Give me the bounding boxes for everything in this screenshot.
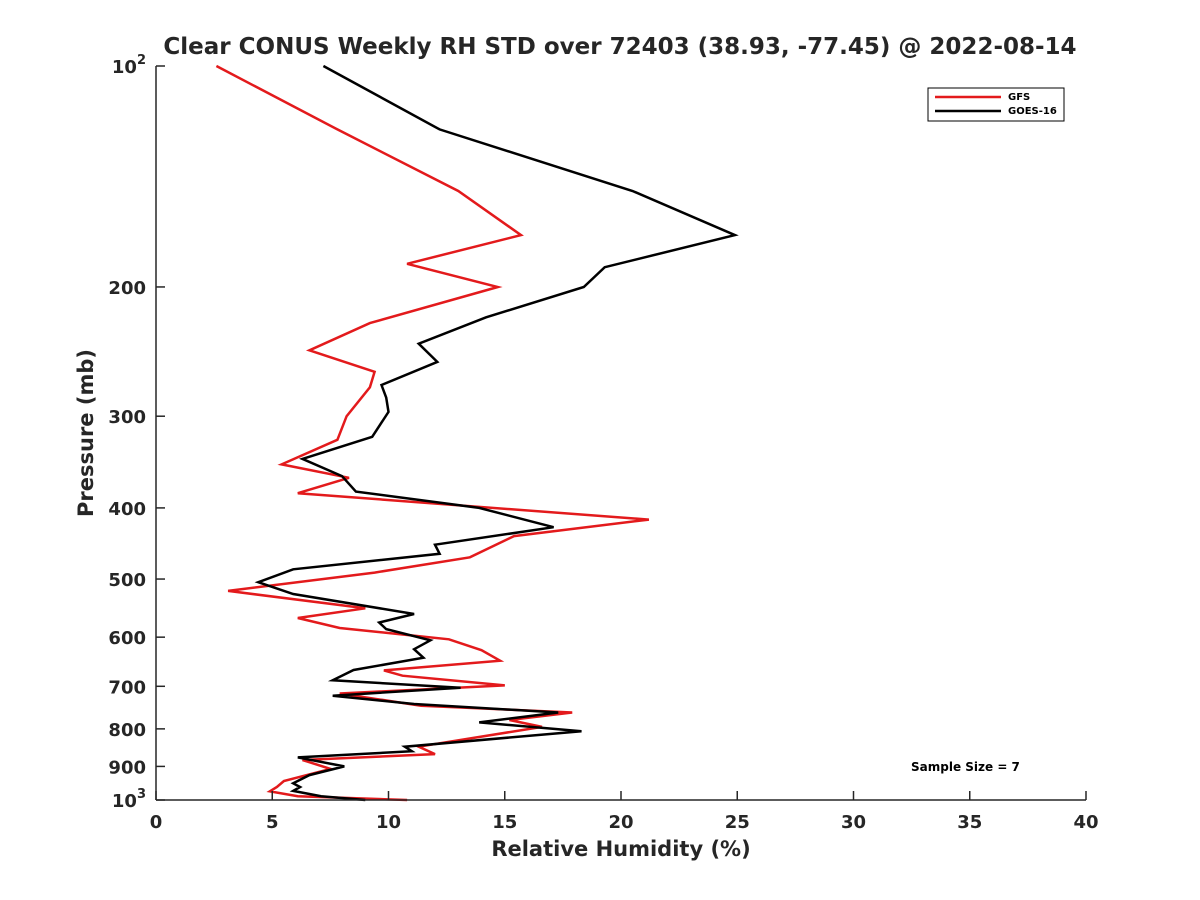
x-tick-label: 0 bbox=[150, 812, 163, 833]
sample-size-annotation: Sample Size = 7 bbox=[911, 760, 1020, 774]
series-line-gfs bbox=[215, 64, 650, 802]
legend-box bbox=[927, 87, 1065, 122]
x-tick-label: 25 bbox=[725, 812, 750, 833]
y-tick-label: 200 bbox=[108, 278, 146, 299]
x-tick-label: 20 bbox=[608, 812, 633, 833]
y-tick-label: 700 bbox=[108, 677, 146, 698]
y-tick-label: 103 bbox=[112, 787, 146, 812]
x-ticks: 0 5 10 15 20 25 30 35 40 bbox=[150, 791, 1099, 833]
y-tick-label: 102 bbox=[112, 53, 146, 78]
legend: GFS GOES-16 bbox=[927, 87, 1065, 122]
chart-title: Clear CONUS Weekly RH STD over 72403 (38… bbox=[163, 34, 1076, 60]
y-tick-label: 500 bbox=[108, 570, 146, 591]
x-tick-label: 30 bbox=[841, 812, 866, 833]
y-axis-label: Pressure (mb) bbox=[74, 349, 98, 517]
y-tick-label: 600 bbox=[108, 628, 146, 649]
y-tick-label: 300 bbox=[108, 407, 146, 428]
x-tick-label: 40 bbox=[1073, 812, 1098, 833]
y-tick-label: 800 bbox=[108, 720, 146, 741]
y-ticks: 102 200 300 400 500 600 700 800 900 103 bbox=[108, 53, 165, 812]
x-tick-label: 10 bbox=[376, 812, 401, 833]
x-axis-label: Relative Humidity (%) bbox=[491, 837, 750, 861]
y-tick-label: 900 bbox=[108, 757, 146, 778]
x-tick-label: 15 bbox=[492, 812, 517, 833]
y-tick-label: 400 bbox=[108, 499, 146, 520]
x-tick-label: 5 bbox=[266, 812, 279, 833]
legend-label-gfs: GFS bbox=[1008, 92, 1030, 103]
series-layer bbox=[215, 64, 739, 802]
x-tick-label: 35 bbox=[957, 812, 982, 833]
series-line-goes16 bbox=[254, 64, 739, 802]
legend-label-goes16: GOES-16 bbox=[1008, 106, 1057, 117]
